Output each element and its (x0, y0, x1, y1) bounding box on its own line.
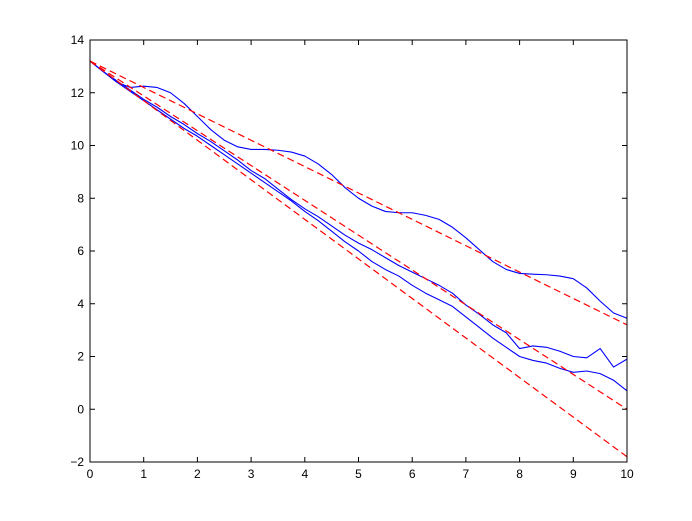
y-tick-label: 12 (71, 86, 85, 100)
y-tick-label: 8 (77, 191, 84, 205)
x-tick-label: 7 (463, 467, 470, 481)
y-tick-label: 14 (71, 33, 85, 47)
y-tick-label: 4 (77, 297, 84, 311)
y-tick-label: 0 (77, 402, 84, 416)
x-tick-label: 3 (248, 467, 255, 481)
x-tick-label: 6 (409, 467, 416, 481)
series-line-2 (89, 60, 628, 368)
x-tick-label: 2 (194, 467, 201, 481)
series-line-6 (89, 60, 628, 458)
series-line-3 (89, 60, 628, 392)
x-tick-label: 8 (516, 467, 523, 481)
x-tick-label: 1 (140, 467, 147, 481)
x-tick-label: 9 (570, 467, 577, 481)
x-tick-label: 5 (355, 467, 362, 481)
series-line-1 (89, 60, 628, 319)
x-tick-label: 0 (87, 467, 94, 481)
y-tick-label: 2 (77, 350, 84, 364)
y-tick-label: 10 (71, 139, 85, 153)
y-tick-label: 6 (77, 244, 84, 258)
x-tick-label: 10 (620, 467, 634, 481)
x-tick-label: 4 (301, 467, 308, 481)
series-line-4 (89, 60, 628, 326)
y-tick-label: −2 (70, 455, 84, 469)
series-layer (89, 60, 628, 458)
ticks-layer (89, 39, 628, 463)
series-line-5 (89, 60, 628, 410)
